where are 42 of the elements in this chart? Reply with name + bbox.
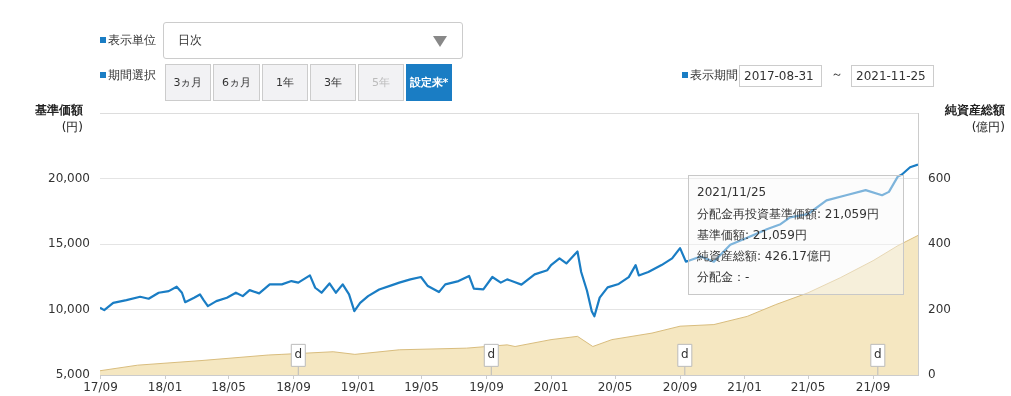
text: ～ (831, 67, 843, 81)
x-tick-label: 20/01 (533, 380, 569, 395)
y-tick-label: 15,000 (48, 236, 90, 251)
annotation: d (294, 347, 303, 362)
y2-tick-label: 0 (928, 367, 936, 382)
x-tick-label: 19/01 (340, 380, 376, 395)
x-tick-label: 17/09 (83, 380, 118, 395)
text: 表示単位 (108, 33, 156, 47)
x-tick-label: 20/09 (662, 380, 698, 395)
annotation: 分配金：- (697, 269, 750, 286)
y-tick-label: 20,000 (48, 170, 90, 185)
text: 1年 (262, 64, 308, 101)
x-tick-label: 18/01 (147, 380, 183, 395)
text: 2021-11-25 (851, 65, 934, 87)
text: 設定来* (406, 64, 452, 101)
annotation: d (487, 347, 496, 362)
text: 3年 (310, 64, 356, 101)
x-tick-label: 21/09 (855, 380, 891, 395)
x-tick-label: 18/05 (211, 380, 246, 395)
text: 日次 (178, 33, 202, 47)
y-axis-title: 基準価額 (円) (35, 102, 83, 136)
text: 6ヵ月 (213, 64, 260, 101)
y-tick-label: 10,000 (48, 301, 90, 316)
text: 期間選択 (108, 68, 156, 82)
x-tick-label: 18/09 (276, 380, 311, 395)
text: 2017-08-31 (739, 65, 822, 87)
annotation: d (681, 347, 689, 362)
y2-tick-label: 400 (928, 236, 951, 251)
y2-tick-label: 600 (928, 170, 951, 185)
x-tick-label: 19/09 (469, 380, 504, 395)
annotation: d (874, 347, 882, 362)
text: 3ヵ月 (165, 64, 211, 101)
y2-tick-label: 200 (928, 301, 951, 316)
text: 表示期間 (690, 68, 738, 82)
y2-axis-title: 純資産総額 (億円) (945, 102, 1005, 136)
x-tick-label: 21/01 (727, 380, 762, 395)
y-tick-label: 5,000 (55, 367, 90, 382)
annotation: 基準価額: 21,059円 (697, 227, 807, 244)
x-tick-label: 21/05 (790, 380, 826, 395)
annotation: 2021/11/25 (697, 185, 767, 199)
x-tick-label: 19/05 (404, 380, 439, 395)
x-tick-label: 20/05 (597, 380, 633, 395)
